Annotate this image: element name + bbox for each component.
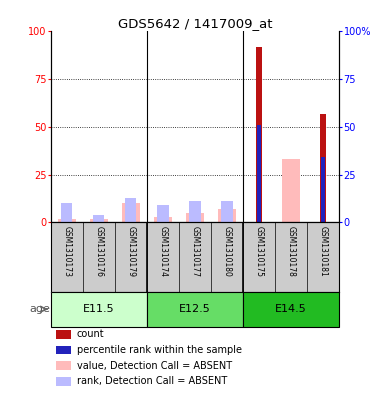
Bar <box>57 345 71 354</box>
Bar <box>51 292 147 327</box>
Bar <box>257 125 261 222</box>
Bar <box>57 377 71 386</box>
Bar <box>57 330 71 339</box>
Bar <box>154 217 172 222</box>
Text: age: age <box>29 304 50 314</box>
Text: value, Detection Call = ABSENT: value, Detection Call = ABSENT <box>77 361 232 371</box>
Text: GSM1310181: GSM1310181 <box>319 226 328 277</box>
Bar <box>186 213 204 222</box>
Text: count: count <box>77 329 104 340</box>
Text: rank, Detection Call = ABSENT: rank, Detection Call = ABSENT <box>77 376 227 386</box>
Bar <box>218 209 236 222</box>
Title: GDS5642 / 1417009_at: GDS5642 / 1417009_at <box>118 17 272 30</box>
Bar <box>147 292 243 327</box>
Text: GSM1310176: GSM1310176 <box>94 226 103 277</box>
Bar <box>157 205 168 222</box>
Text: GSM1310177: GSM1310177 <box>190 226 200 277</box>
Bar <box>321 158 325 222</box>
Bar <box>61 203 73 222</box>
Bar <box>190 201 200 222</box>
Bar <box>282 160 300 222</box>
Bar <box>243 292 339 327</box>
Text: E11.5: E11.5 <box>83 304 115 314</box>
Bar <box>256 47 262 222</box>
Text: E14.5: E14.5 <box>275 304 307 314</box>
Text: GSM1310178: GSM1310178 <box>287 226 296 277</box>
Text: percentile rank within the sample: percentile rank within the sample <box>77 345 242 355</box>
Bar <box>58 219 76 222</box>
Text: GSM1310173: GSM1310173 <box>62 226 71 277</box>
Bar <box>222 201 233 222</box>
Bar <box>125 198 136 222</box>
Text: GSM1310174: GSM1310174 <box>158 226 167 277</box>
Bar <box>90 219 108 222</box>
Bar <box>93 215 105 222</box>
Text: GSM1310175: GSM1310175 <box>255 226 264 277</box>
Text: GSM1310179: GSM1310179 <box>126 226 135 277</box>
Bar <box>57 361 71 370</box>
Text: GSM1310180: GSM1310180 <box>223 226 232 277</box>
Bar <box>320 114 326 222</box>
Bar <box>122 203 140 222</box>
Text: E12.5: E12.5 <box>179 304 211 314</box>
